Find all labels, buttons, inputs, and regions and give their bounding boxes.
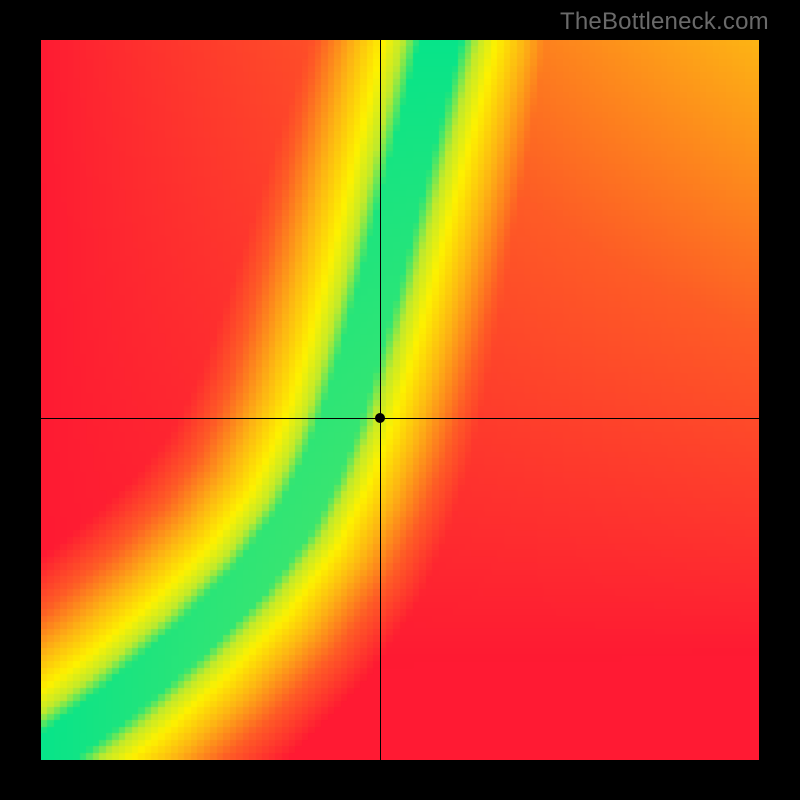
crosshair-marker	[375, 413, 385, 423]
watermark-text: TheBottleneck.com	[560, 8, 769, 36]
plot-area	[41, 40, 759, 760]
heatmap-canvas	[41, 40, 759, 760]
crosshair-vertical	[380, 40, 381, 760]
crosshair-horizontal	[41, 418, 759, 419]
